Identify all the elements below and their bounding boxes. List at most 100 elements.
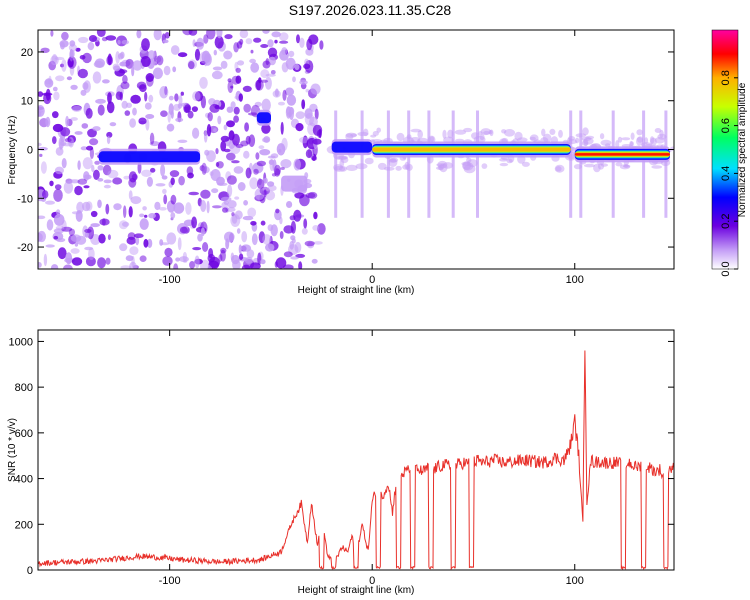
spectral-haze-blob [574, 137, 580, 144]
spectral-noise-blob [106, 101, 115, 114]
spectrogram-y-tick-label: 0 [27, 145, 33, 157]
spectral-haze-blob [621, 137, 631, 141]
spectral-streak [334, 110, 338, 218]
spectral-noise-blob [38, 91, 44, 97]
spectral-haze-blob [388, 158, 398, 167]
spectral-noise-blob [290, 256, 299, 260]
spectral-noise-blob [89, 138, 99, 146]
spectral-noise-blob [77, 68, 88, 79]
spectral-noise-blob [133, 233, 144, 238]
spectral-noise-blob [156, 55, 164, 66]
spectral-noise-blob [150, 167, 156, 173]
spectral-noise-blob [155, 183, 166, 187]
spectral-noise-blob [50, 264, 59, 269]
spectral-ridge-band [256, 112, 271, 124]
spectral-noise-blob [245, 38, 253, 45]
spectral-noise-blob [98, 233, 106, 244]
spectral-noise-blob [292, 76, 296, 83]
spectral-noise-blob [144, 214, 148, 218]
spectral-noise-blob [164, 32, 170, 39]
spectral-streak [476, 110, 479, 218]
spectral-noise-blob [139, 255, 147, 262]
spectral-noise-blob [70, 117, 78, 121]
spectral-noise-blob [45, 200, 55, 205]
spectral-noise-blob [239, 38, 244, 45]
spectral-noise-blob [139, 84, 147, 93]
spectral-noise-blob [144, 102, 152, 110]
spectral-noise-blob [213, 49, 217, 56]
spectral-noise-blob [139, 218, 149, 230]
spectrogram-y-tick-label: 10 [21, 96, 33, 108]
spectral-noise-blob [264, 76, 272, 90]
spectral-noise-blob [105, 203, 110, 215]
spectral-noise-blob [230, 252, 235, 261]
spectral-noise-blob [123, 175, 130, 180]
spectral-noise-blob [173, 202, 185, 214]
spectral-noise-blob [256, 160, 266, 167]
spectral-noise-blob [250, 49, 254, 54]
spectral-noise-blob [177, 237, 182, 251]
spectral-noise-blob [235, 75, 242, 84]
spectral-noise-blob [283, 251, 293, 258]
spectral-haze-blob [630, 132, 635, 140]
spectral-noise-blob [262, 234, 272, 245]
spectral-haze-blob [345, 133, 354, 141]
spectral-noise-blob [226, 175, 237, 185]
spectral-haze-blob [430, 136, 435, 142]
spectral-noise-blob [131, 173, 138, 181]
spectral-noise-blob [70, 234, 82, 242]
spectral-noise-blob [191, 216, 198, 229]
spectral-noise-blob [258, 77, 262, 84]
spectral-noise-blob [90, 210, 98, 218]
spectral-noise-blob [175, 257, 181, 262]
spectral-noise-blob [275, 208, 280, 214]
spectral-noise-blob [268, 159, 274, 165]
spectral-haze-blob [442, 129, 447, 139]
spectral-noise-blob [52, 123, 64, 133]
spectral-noise-blob [92, 126, 101, 132]
spectral-noise-blob [175, 117, 184, 122]
spectral-noise-blob [48, 75, 52, 86]
spectral-noise-blob [63, 264, 73, 269]
spectral-noise-blob [223, 200, 229, 205]
spectral-noise-blob [69, 179, 81, 184]
snr-y-tick-label: 600 [15, 428, 33, 440]
spectral-noise-blob [67, 56, 77, 69]
spectral-noise-blob [194, 48, 201, 61]
spectral-noise-blob [177, 52, 188, 58]
spectral-noise-blob [152, 67, 163, 80]
spectral-noise-blob [43, 253, 48, 267]
spectral-noise-blob [153, 30, 162, 41]
spectral-noise-blob [127, 232, 136, 241]
spectral-noise-blob [187, 110, 194, 119]
spectral-noise-blob [117, 53, 124, 60]
spectral-streak [611, 110, 615, 218]
colorbar-tick-label: 0.0 [720, 261, 732, 276]
spectral-noise-blob [119, 243, 128, 252]
spectral-noise-blob [235, 67, 241, 73]
snr-y-axis-title: SNR (10 * v/v) [7, 418, 18, 482]
spectral-noise-blob [80, 146, 88, 151]
spectral-noise-blob [201, 162, 207, 175]
spectral-noise-blob [247, 112, 259, 116]
spectral-noise-blob [105, 257, 111, 265]
spectral-noise-blob [230, 101, 236, 109]
spectral-noise-blob [206, 30, 216, 40]
spectral-haze-blob [364, 157, 374, 165]
spectral-noise-blob [163, 65, 171, 76]
spectral-noise-blob [204, 55, 212, 63]
spectral-noise-blob [91, 164, 95, 173]
spectral-noise-blob [84, 246, 94, 251]
spectral-noise-blob [160, 242, 170, 246]
spectral-noise-blob [179, 226, 188, 234]
spectral-noise-blob [302, 135, 308, 149]
spectral-noise-blob [258, 145, 265, 150]
spectral-noise-blob [241, 264, 251, 269]
spectral-noise-blob [97, 257, 106, 269]
spectral-noise-blob [192, 39, 196, 47]
spectral-noise-blob [245, 167, 252, 179]
colorbar-ticks: 0.0 0.2 0.4 0.6 0.8 [720, 70, 738, 277]
spectral-noise-blob [216, 176, 225, 186]
spectral-haze-blob [558, 129, 563, 138]
